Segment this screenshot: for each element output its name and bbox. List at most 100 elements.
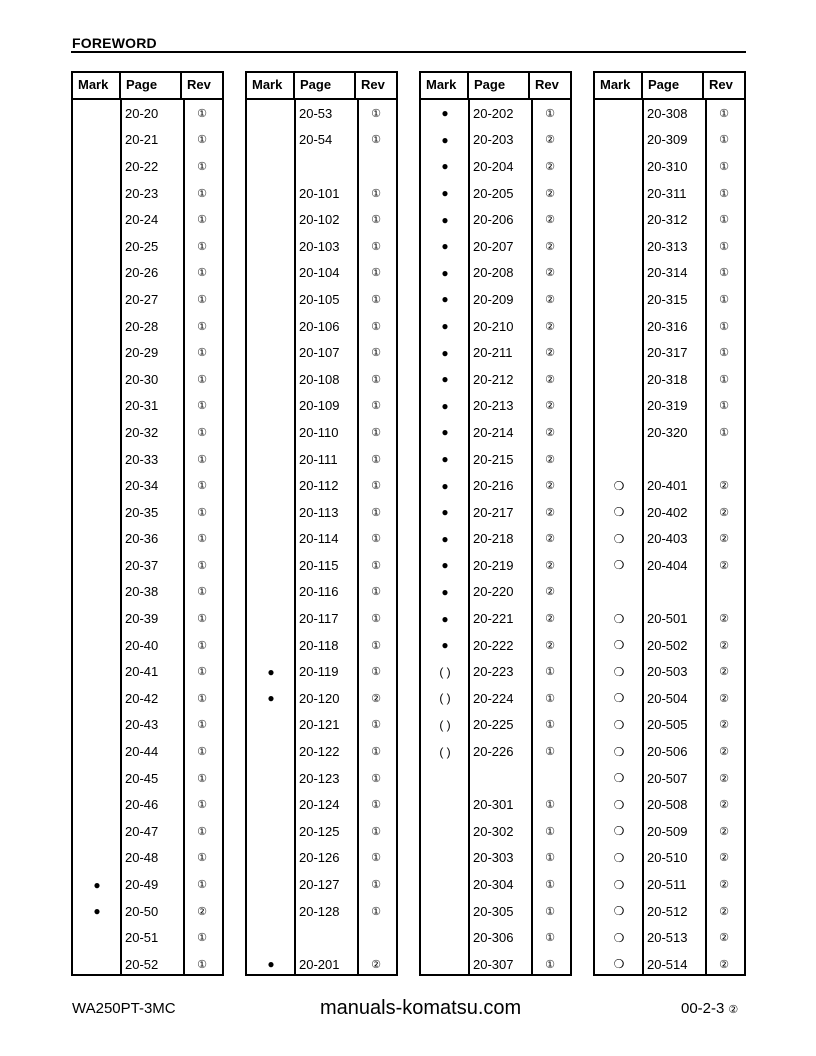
- table-row: 20-25 ①: [73, 233, 222, 260]
- table-row: ● 20-49 ①: [73, 871, 222, 898]
- table-row: 20-302 ①: [421, 818, 570, 845]
- rev-cell: ①: [371, 613, 381, 626]
- page-cell: 20-222: [473, 637, 514, 653]
- page-cell: 20-121: [299, 717, 340, 733]
- page-cell: 20-315: [647, 291, 688, 307]
- table-row: 20-45 ①: [73, 765, 222, 792]
- page-cell: 20-204: [473, 158, 514, 174]
- table-row: 20-310 ①: [595, 153, 744, 180]
- page-cell: 20-512: [647, 903, 688, 919]
- page-cell: 20-40: [125, 637, 159, 653]
- rev-cell: ①: [371, 426, 381, 439]
- column-header-mark: Mark: [595, 73, 643, 98]
- table-row: ● 20-213 ②: [421, 393, 570, 420]
- table-row: 20-28 ①: [73, 313, 222, 340]
- page-cell: 20-108: [299, 371, 340, 387]
- table-row: 20-313 ①: [595, 233, 744, 260]
- table-row: 20-105 ①: [247, 286, 396, 313]
- table-row: ❍ 20-506 ②: [595, 738, 744, 765]
- footer-page: 00-2-3: [681, 1000, 725, 1017]
- table-row: 20-311 ①: [595, 180, 744, 207]
- page-header-title: FOREWORD: [72, 35, 157, 51]
- mark-cell: ❍: [613, 691, 625, 706]
- rev-cell: ①: [719, 347, 729, 360]
- page-cell: 20-223: [473, 664, 514, 680]
- page-cell: 20-514: [647, 956, 688, 972]
- page-cell: 20-302: [473, 823, 514, 839]
- table-row: 20-306 ①: [421, 924, 570, 951]
- table-row: 20-116 ①: [247, 579, 396, 606]
- table-row: 20-108 ①: [247, 366, 396, 393]
- rev-cell: ①: [197, 293, 207, 306]
- page-cell: 20-513: [647, 930, 688, 946]
- rev-cell: ①: [371, 666, 381, 679]
- rev-cell: ①: [197, 825, 207, 838]
- rev-cell: ②: [719, 533, 729, 546]
- column-header-mark: Mark: [421, 73, 469, 98]
- table-row: [247, 924, 396, 951]
- rev-cell: ②: [545, 480, 555, 493]
- table-row: 20-312 ①: [595, 206, 744, 233]
- rev-cell: ①: [719, 214, 729, 227]
- table-row: ❍ 20-508 ②: [595, 791, 744, 818]
- rev-cell: ②: [545, 320, 555, 333]
- page-cell: 20-503: [647, 664, 688, 680]
- table-row: 20-44 ①: [73, 738, 222, 765]
- page-cell: 20-501: [647, 611, 688, 627]
- column-header-mark: Mark: [73, 73, 121, 98]
- page-cell: 20-509: [647, 823, 688, 839]
- mark-cell: ❍: [613, 824, 625, 839]
- rev-cell: ①: [197, 958, 207, 971]
- rev-cell: ①: [197, 746, 207, 759]
- page-cell: 20-116: [299, 584, 339, 600]
- table-row: 20-24 ①: [73, 206, 222, 233]
- mark-cell: ❍: [613, 930, 625, 945]
- table-row: ● 20-206 ②: [421, 206, 570, 233]
- table-row: 20-127 ①: [247, 871, 396, 898]
- page-cell: 20-44: [125, 744, 159, 760]
- table-row: ❍ 20-403 ②: [595, 526, 744, 553]
- table-row: 20-21 ①: [73, 127, 222, 154]
- page-cell: 20-32: [125, 424, 159, 440]
- page-cell: 20-317: [647, 345, 688, 361]
- page-cell: 20-102: [299, 212, 340, 228]
- table-row: 20-124 ①: [247, 791, 396, 818]
- table-header: Mark Page Rev: [595, 73, 744, 100]
- table-row: ● 20-205 ②: [421, 180, 570, 207]
- page-cell: 20-50: [125, 903, 159, 919]
- mark-cell: ●: [441, 505, 449, 520]
- page-cell: 20-201: [299, 956, 340, 972]
- page-cell: 20-27: [125, 291, 159, 307]
- rev-cell: ①: [371, 373, 381, 386]
- column-divider: [120, 100, 122, 974]
- page-cell: 20-225: [473, 717, 514, 733]
- page-cell: 20-54: [299, 132, 333, 148]
- page-cell: 20-106: [299, 318, 340, 334]
- mark-cell: ●: [441, 611, 449, 626]
- page-cell: 20-226: [473, 744, 514, 760]
- rev-cell: ①: [371, 905, 381, 918]
- rev-cell: ①: [545, 905, 555, 918]
- rev-cell: ①: [719, 267, 729, 280]
- page-cell: 20-48: [125, 850, 159, 866]
- page-cell: 20-213: [473, 398, 514, 414]
- column-header-page: Page: [295, 73, 356, 98]
- mark-cell: ❍: [613, 664, 625, 679]
- mark-cell: ●: [441, 531, 449, 546]
- table-row: 20-308 ①: [595, 100, 744, 127]
- mark-cell: ●: [267, 691, 275, 706]
- mark-cell: ●: [441, 186, 449, 201]
- page-cell: 20-124: [299, 797, 340, 813]
- table-row: ❍ 20-402 ②: [595, 499, 744, 526]
- mark-cell: ●: [441, 372, 449, 387]
- table-row: ● 20-50 ②: [73, 898, 222, 925]
- rev-cell: ①: [197, 666, 207, 679]
- mark-cell: ●: [441, 478, 449, 493]
- rev-cell: ①: [371, 772, 381, 785]
- column-divider: [705, 100, 707, 974]
- rev-cell: ①: [197, 160, 207, 173]
- rev-cell: ①: [545, 692, 555, 705]
- table-row: 20-39 ①: [73, 605, 222, 632]
- table-row: 20-38 ①: [73, 579, 222, 606]
- rev-cell: ①: [371, 453, 381, 466]
